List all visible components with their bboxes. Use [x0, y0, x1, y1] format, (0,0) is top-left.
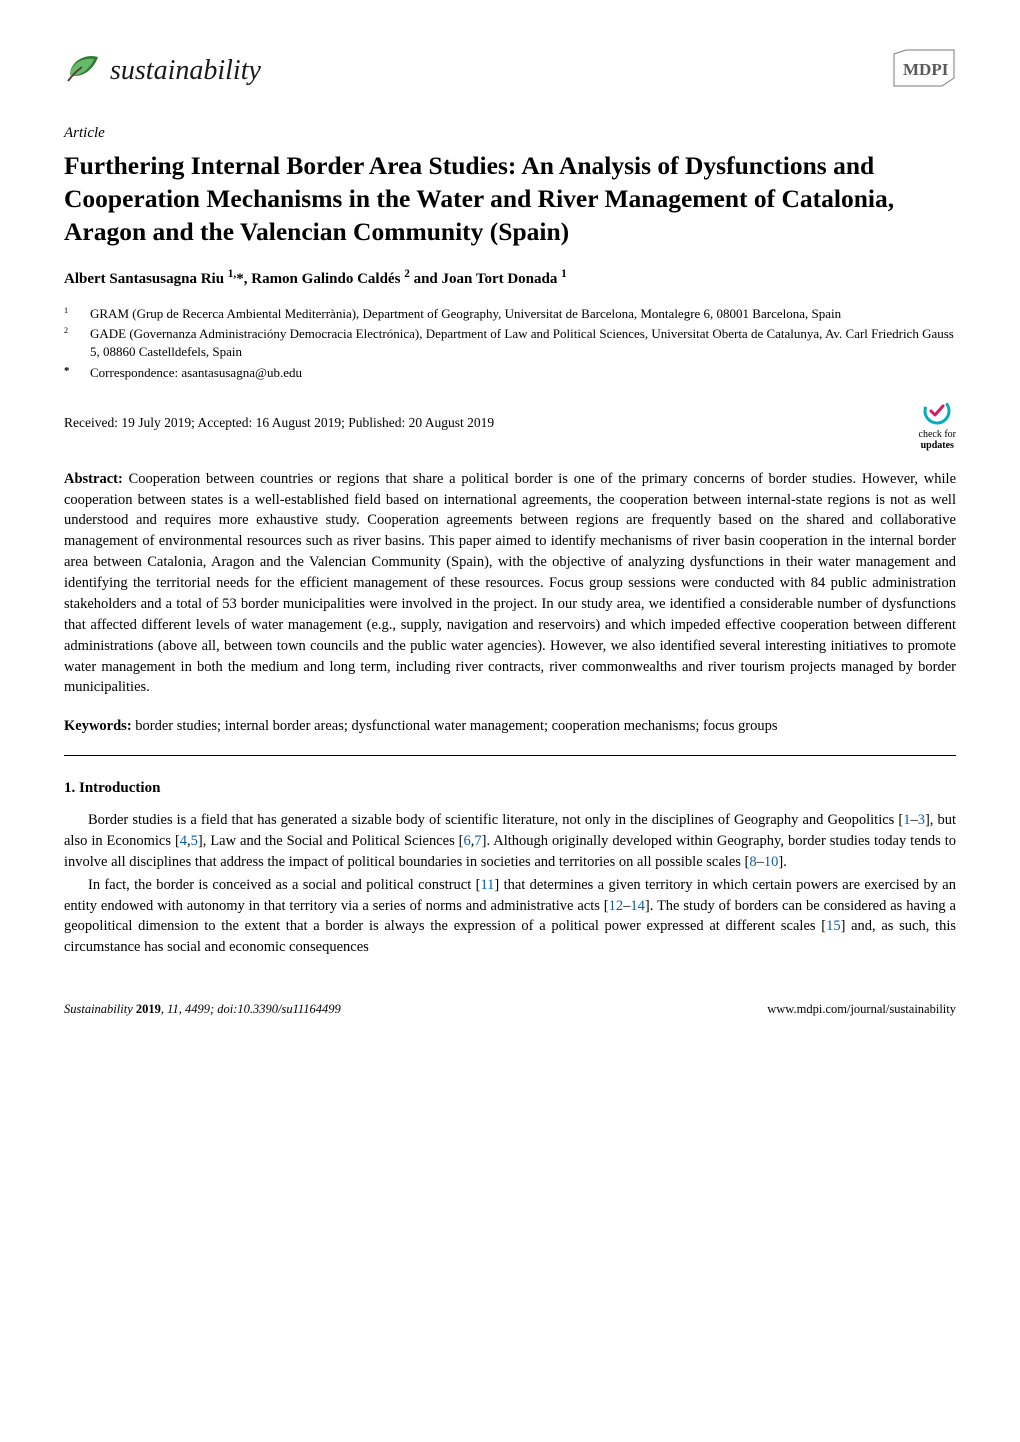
affil-marker: 1	[64, 306, 68, 315]
abstract-text: Cooperation between countries or regions…	[64, 471, 956, 696]
article-type: Article	[64, 123, 956, 145]
footer-right[interactable]: www.mdpi.com/journal/sustainability	[767, 1000, 956, 1018]
intro-paragraph: In fact, the border is conceived as a so…	[64, 875, 956, 959]
citation[interactable]: 7	[474, 833, 481, 849]
affil-text: GADE (Governanza Administracióny Democra…	[90, 325, 956, 361]
footer-left: Sustainability 2019, 11, 4499; doi:10.33…	[64, 1000, 341, 1018]
authors-line: Albert Santasusagna Riu 1,*, Ramon Galin…	[64, 266, 956, 291]
affil-marker: 2	[64, 326, 68, 335]
text-run: –	[910, 812, 917, 828]
page-header: sustainability MDPI	[64, 48, 956, 95]
text-run: ], Law and the Social and Political Scie…	[198, 833, 464, 849]
citation[interactable]: 4	[180, 833, 187, 849]
publisher-logo: MDPI	[892, 48, 956, 95]
affiliations: 1 GRAM (Grup de Recerca Ambiental Medite…	[64, 305, 956, 382]
introduction-body: Border studies is a field that has gener…	[64, 810, 956, 958]
citation[interactable]: 8	[749, 854, 756, 870]
dates-row: Received: 19 July 2019; Accepted: 16 Aug…	[64, 396, 956, 451]
footer-journal: Sustainability	[64, 1002, 136, 1016]
leaf-icon	[64, 51, 102, 92]
intro-paragraph: Border studies is a field that has gener…	[64, 810, 956, 873]
section-divider	[64, 755, 956, 756]
affil-marker: *	[64, 365, 70, 377]
text-run: In fact, the border is conceived as a so…	[88, 877, 480, 893]
journal-name: sustainability	[110, 51, 261, 92]
text-run: –	[757, 854, 764, 870]
section-heading-introduction: 1. Introduction	[64, 778, 956, 800]
keywords-label: Keywords:	[64, 718, 132, 734]
abstract-label: Abstract:	[64, 471, 123, 487]
text-run: Border studies is a field that has gener…	[88, 812, 903, 828]
citation[interactable]: 5	[191, 833, 198, 849]
citation[interactable]: 12	[609, 898, 624, 914]
abstract: Abstract: Cooperation between countries …	[64, 469, 956, 699]
footer-doi: , 11, 4499; doi:10.3390/su11164499	[161, 1002, 341, 1016]
citation[interactable]: 14	[630, 898, 645, 914]
citation[interactable]: 10	[764, 854, 779, 870]
citation[interactable]: 15	[826, 918, 841, 934]
check-updates-line2: updates	[921, 440, 954, 451]
dates-text: Received: 19 July 2019; Accepted: 16 Aug…	[64, 413, 494, 433]
text-run: ].	[778, 854, 786, 870]
publisher-logo-text: MDPI	[903, 60, 949, 79]
affiliation-row: * Correspondence: asantasusagna@ub.edu	[64, 364, 956, 382]
keywords: Keywords: border studies; internal borde…	[64, 716, 956, 737]
journal-logo: sustainability	[64, 51, 261, 92]
affiliation-row: 1 GRAM (Grup de Recerca Ambiental Medite…	[64, 305, 956, 323]
citation[interactable]: 6	[464, 833, 471, 849]
article-title: Furthering Internal Border Area Studies:…	[64, 149, 956, 248]
check-updates-icon	[922, 396, 952, 426]
citation[interactable]: 11	[480, 877, 494, 893]
affiliation-row: 2 GADE (Governanza Administracióny Democ…	[64, 325, 956, 361]
footer-year: 2019	[136, 1002, 161, 1016]
affil-text: Correspondence: asantasusagna@ub.edu	[90, 364, 302, 382]
citation[interactable]: 3	[918, 812, 925, 828]
check-for-updates-badge[interactable]: check for updates	[919, 396, 956, 451]
page-footer: Sustainability 2019, 11, 4499; doi:10.33…	[64, 1000, 956, 1018]
keywords-text: border studies; internal border areas; d…	[135, 718, 777, 734]
check-updates-line1: check for	[919, 429, 956, 440]
affil-text: GRAM (Grup de Recerca Ambiental Mediterr…	[90, 305, 841, 323]
